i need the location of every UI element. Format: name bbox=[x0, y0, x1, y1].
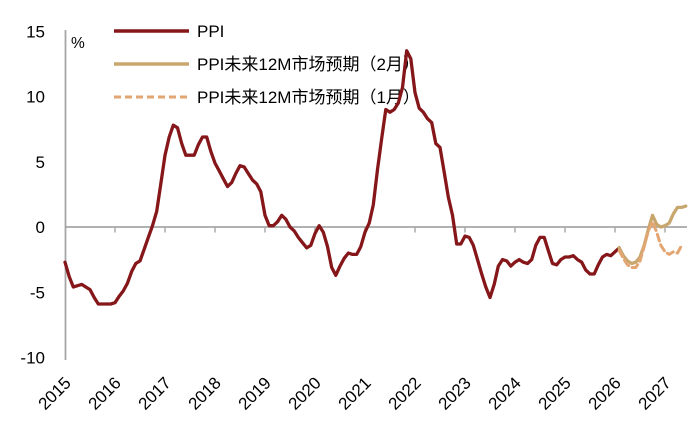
x-tick-label: 2022 bbox=[385, 373, 425, 413]
unit-label: % bbox=[71, 35, 85, 52]
x-tick-label: 2023 bbox=[435, 373, 475, 413]
x-axis-ticks bbox=[114, 227, 666, 233]
x-tick-label: 2015 bbox=[35, 373, 75, 413]
y-tick-label: -5 bbox=[30, 283, 45, 302]
x-tick-label: 2026 bbox=[585, 373, 625, 413]
ppi-forecast-feb-line bbox=[617, 204, 688, 266]
x-tick-label: 2019 bbox=[235, 373, 275, 413]
y-tick-label: 0 bbox=[36, 218, 45, 237]
x-tick-label: 2021 bbox=[335, 373, 375, 413]
series-lines bbox=[63, 49, 688, 306]
x-tick-label: 2025 bbox=[535, 373, 575, 413]
x-axis-labels: 2015 2016 2017 2018 2019 2020 2021 2022 2023 2024… bbox=[35, 373, 675, 413]
x-tick-label: 2016 bbox=[85, 373, 125, 413]
x-tick-label: 2027 bbox=[635, 373, 675, 413]
chart-legend: PPI PPI未来12M市场预期（2月） PPI未来12M市场预期（1月） bbox=[114, 22, 420, 107]
y-tick-label: 15 bbox=[26, 22, 45, 41]
y-tick-label: 5 bbox=[36, 153, 45, 172]
x-tick-label: 2020 bbox=[285, 373, 325, 413]
legend-label-ppi: PPI bbox=[197, 22, 224, 41]
legend-label-forecast-feb: PPI未来12M市场预期（2月） bbox=[197, 55, 420, 74]
ppi-line bbox=[63, 49, 621, 306]
y-tick-label: 10 bbox=[26, 88, 45, 107]
y-axis-labels: 15 10 5 0 -5 -10 bbox=[20, 22, 45, 367]
legend-label-forecast-jan: PPI未来12M市场预期（1月） bbox=[197, 88, 420, 107]
x-tick-label: 2018 bbox=[185, 373, 225, 413]
y-tick-label: -10 bbox=[20, 349, 45, 368]
ppi-forecast-jan-line bbox=[617, 220, 684, 269]
x-tick-label: 2024 bbox=[485, 373, 525, 413]
x-tick-label: 2017 bbox=[135, 373, 175, 413]
